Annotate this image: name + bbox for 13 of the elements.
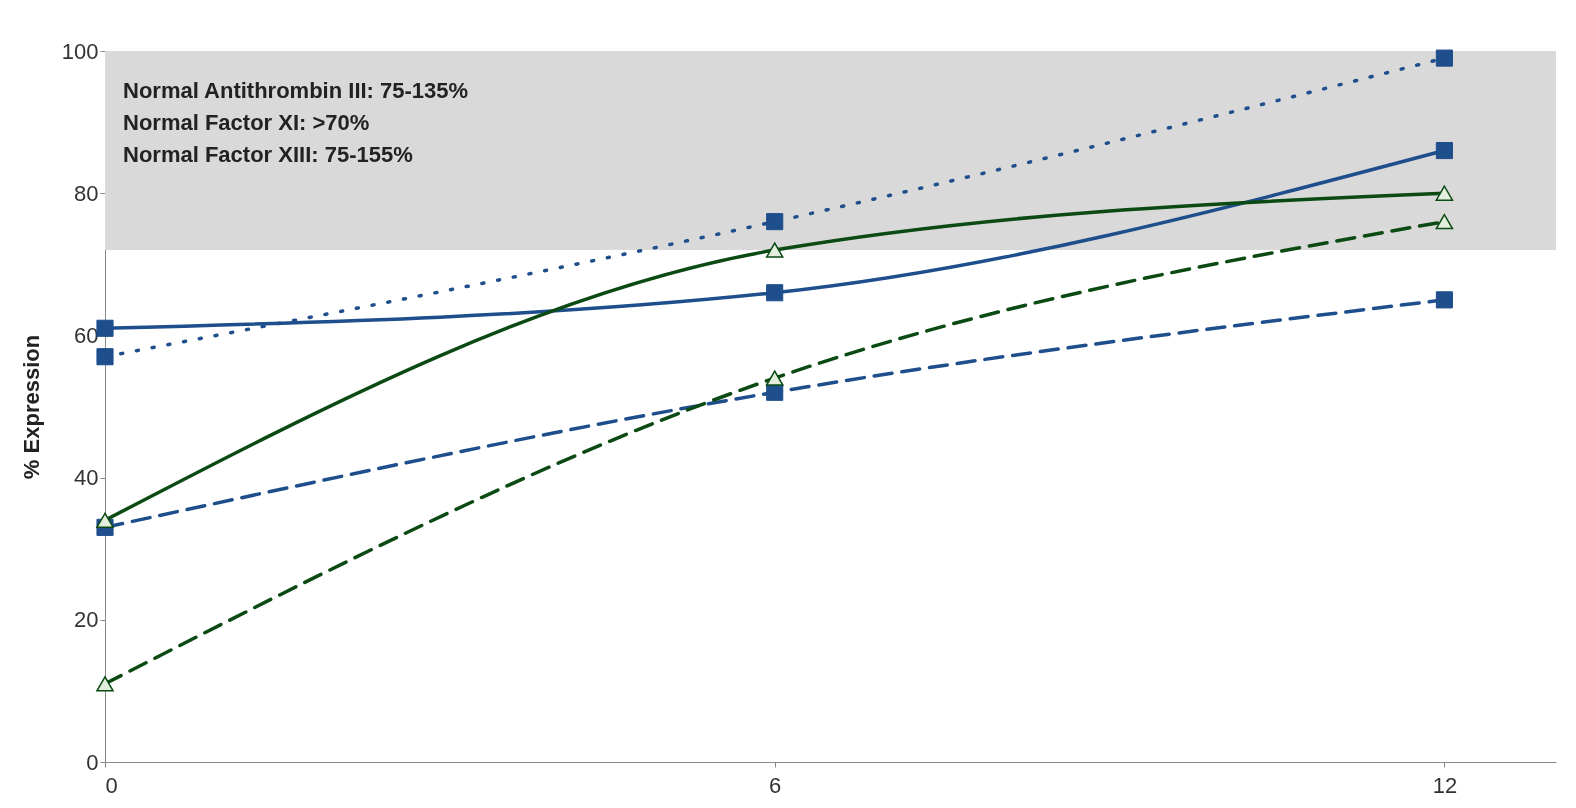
x-tick-label: 12 <box>1432 772 1458 798</box>
y-axis-title: % Expression <box>18 334 44 480</box>
y-tick-label: 100 <box>61 38 99 64</box>
y-tick-label: 0 <box>86 749 99 775</box>
y-tick-label: 20 <box>74 607 99 633</box>
x-tick-label: 0 <box>105 772 118 798</box>
annotation: Normal Factor XIII: 75-155% <box>123 142 413 167</box>
x-tick-label: 6 <box>769 772 782 798</box>
y-tick-label: 60 <box>74 322 99 348</box>
annotation: Normal Factor XI: >70% <box>123 110 370 135</box>
annotation: Normal Antithrombin III: 75-135% <box>123 78 469 103</box>
y-tick-label: 80 <box>74 180 99 206</box>
y-tick-label: 40 <box>74 465 99 491</box>
